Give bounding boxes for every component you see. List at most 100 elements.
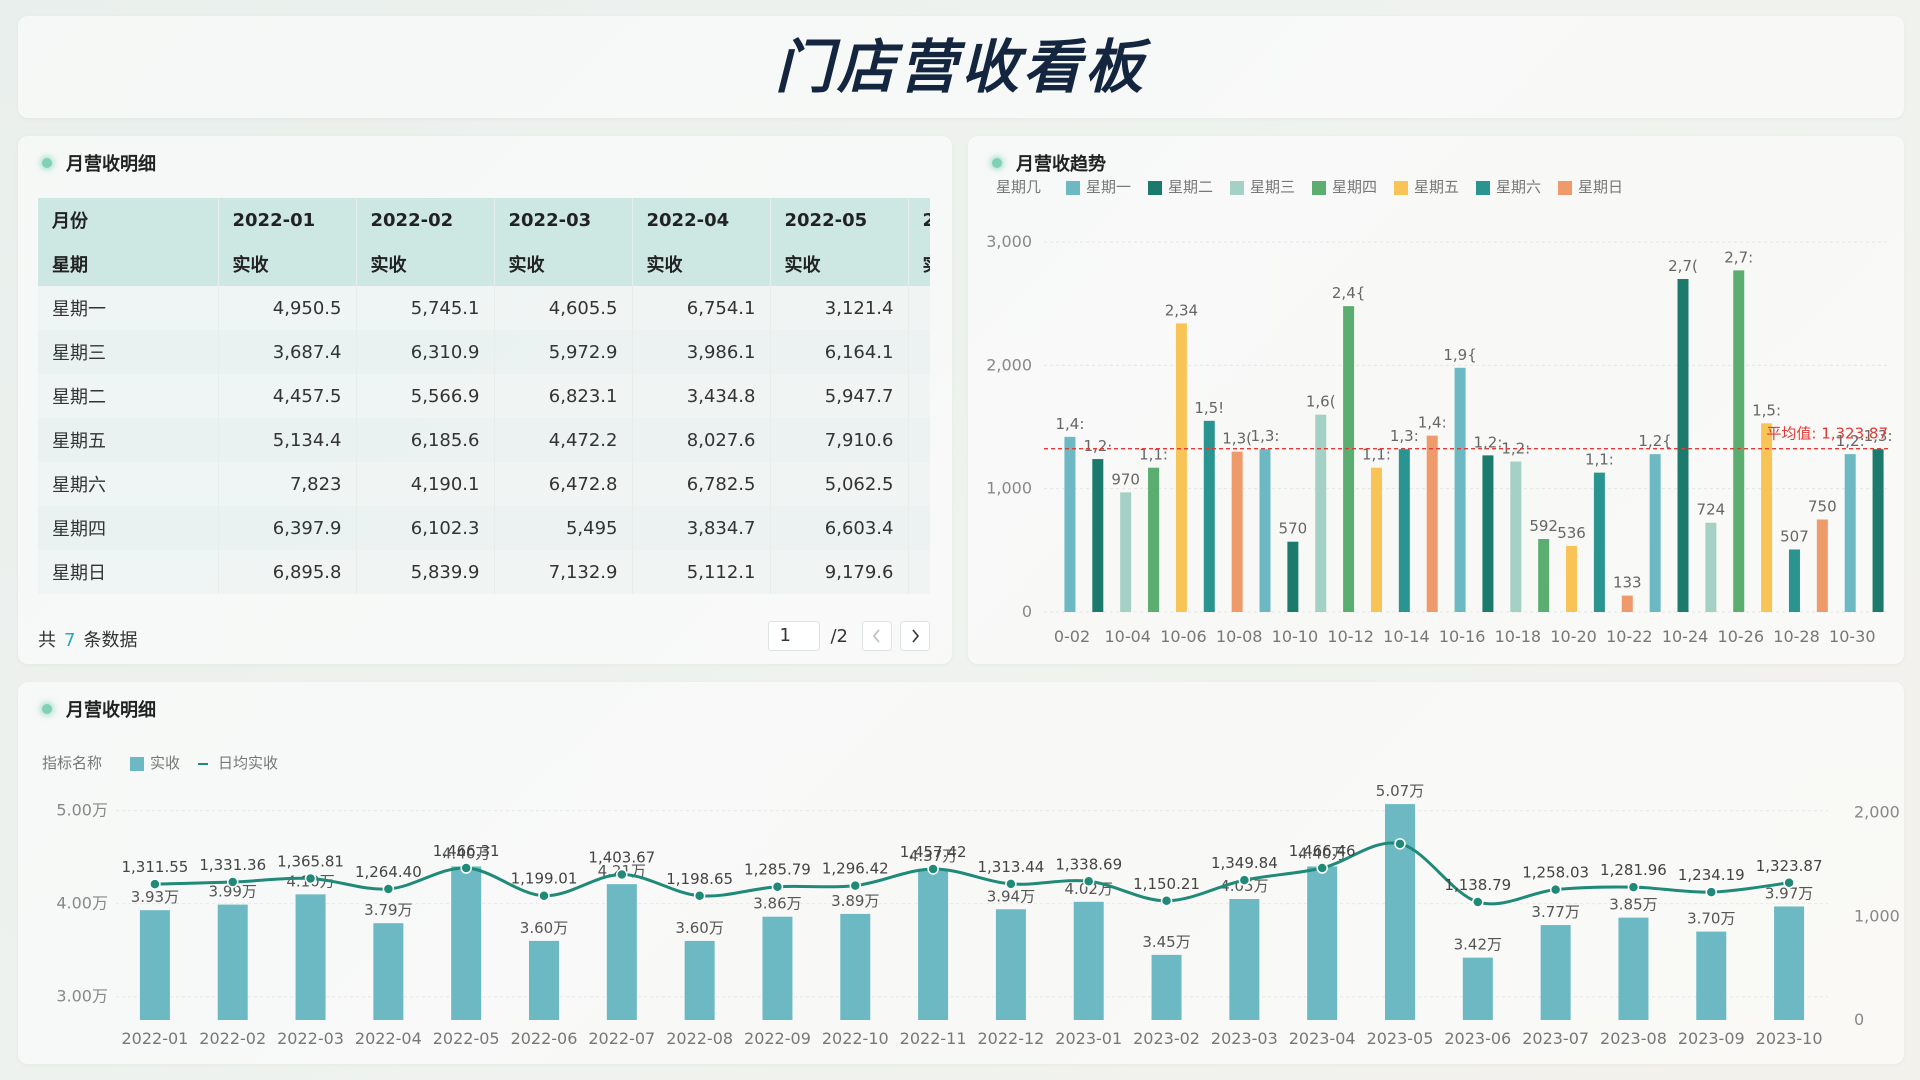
bar — [1844, 454, 1856, 612]
header-cell[interactable]: 实收 — [356, 242, 495, 286]
bar-value-label: 3.85万 — [1609, 896, 1657, 914]
prev-page-button[interactable] — [862, 621, 892, 651]
header-cell[interactable]: 实收 — [770, 242, 909, 286]
line-value-label: 1,323.87 — [1756, 857, 1823, 875]
line-point — [1627, 881, 1640, 893]
header-cell[interactable]: 2022-05 — [770, 198, 909, 242]
legend-label: 实收 — [150, 754, 180, 772]
table-cell: 星期六 — [38, 462, 219, 506]
header-cell[interactable]: 2022-02 — [356, 198, 495, 242]
chevron-left-icon — [872, 629, 880, 643]
line-point — [849, 879, 862, 892]
page-total: /2 — [830, 625, 848, 647]
bar — [451, 866, 482, 1020]
x-tick-label: 2023-08 — [1600, 1029, 1667, 1048]
header-cell[interactable]: 2022-04 — [632, 198, 771, 242]
table-scroll-area[interactable]: 月份 2022-01 2022-02 2022-03 2022-04 2022-… — [38, 198, 930, 594]
header-cell[interactable]: 星期 — [38, 242, 219, 286]
bar-value-label: 3.94万 — [987, 887, 1035, 905]
line-value-label: 1,457.42 — [900, 843, 967, 861]
title-dot-icon — [992, 158, 1002, 168]
header-cell[interactable]: 2 — [908, 198, 930, 242]
bar-value-label: 133 — [1613, 574, 1642, 592]
table-cell: 4,472.2 — [494, 418, 633, 462]
bar — [1385, 804, 1415, 1020]
x-tick-label: 10-06 — [1160, 627, 1207, 646]
table-panel-title: 月营收明细 — [42, 150, 156, 176]
header-cell[interactable]: 实收 — [632, 242, 771, 286]
record-count: 共 7 条数据 — [38, 626, 137, 652]
bar — [1872, 449, 1884, 612]
table-cell: 5,839.9 — [356, 550, 495, 594]
bar — [1148, 467, 1160, 612]
bar — [1593, 472, 1605, 612]
bar — [1696, 931, 1727, 1020]
page-number-input[interactable]: 1 — [768, 621, 821, 651]
legend-swatch-bar — [130, 757, 144, 771]
table-cell: 3,834.7 — [632, 506, 771, 550]
header-cell[interactable]: 实收 — [218, 242, 357, 286]
legend-swatch — [1230, 181, 1244, 195]
x-tick-label: 2023-02 — [1133, 1029, 1200, 1048]
table-cell: 星期四 — [38, 506, 219, 550]
line-value-label: 1,285.79 — [744, 861, 811, 879]
y-right-tick-label: 1,000 — [1854, 906, 1900, 925]
table-cell: 星期一 — [38, 286, 219, 330]
bar-value-label: 1,5! — [1194, 399, 1224, 417]
bar-value-label: 536 — [1557, 524, 1586, 542]
x-tick-label: 2022-04 — [355, 1029, 422, 1048]
table-cell: 6,603.4 — [770, 506, 909, 550]
bar — [1175, 323, 1187, 612]
line-point — [1238, 874, 1251, 886]
bar — [1510, 461, 1522, 612]
bar-value-label: 1,4: — [1418, 414, 1447, 432]
table-cell: 3,121.4 — [770, 286, 909, 330]
x-tick-label: 10-30 — [1829, 627, 1876, 646]
bar — [529, 940, 559, 1020]
table-row: 星期日 6,895.8 5,839.9 7,132.9 5,112.1 9,17… — [38, 550, 930, 594]
table-cell: 6,397.9 — [218, 506, 357, 550]
bar — [1426, 435, 1438, 612]
bar-value-label: 5.07万 — [1376, 782, 1424, 800]
x-tick-label: 10-20 — [1550, 627, 1597, 646]
x-tick-label: 10-10 — [1272, 627, 1319, 646]
x-tick-label: 10-08 — [1216, 627, 1263, 646]
legend-label: 星期三 — [1250, 178, 1295, 196]
bar-value-label: 3.45万 — [1142, 933, 1190, 951]
bar — [1259, 449, 1271, 612]
table-cell: 7,823 — [218, 462, 357, 506]
bar — [1482, 455, 1494, 612]
bar-value-label: 2,4{ — [1332, 284, 1365, 302]
header-cell[interactable]: 实 — [908, 242, 930, 286]
header-cell[interactable]: 2022-01 — [218, 198, 357, 242]
table-cell: 6,782.5 — [632, 462, 771, 506]
line-point — [771, 880, 784, 893]
x-tick-label: 2023-05 — [1367, 1029, 1434, 1048]
bar-value-label: 3.93万 — [131, 888, 179, 906]
x-tick-label: 2022-03 — [277, 1029, 344, 1048]
line-value-label: 1,198.65 — [666, 870, 733, 888]
bar-value-label: 970 — [1111, 470, 1140, 488]
table-cell: 5,112.1 — [632, 550, 771, 594]
table-cell: 6,823.1 — [494, 374, 633, 418]
bar-value-label: 750 — [1808, 498, 1837, 516]
header-cell[interactable]: 2022-03 — [494, 198, 633, 242]
line-value-label: 1,258.03 — [1522, 864, 1589, 882]
x-tick-label: 2023-07 — [1522, 1029, 1589, 1048]
table-row: 星期三 3,687.4 6,310.9 5,972.9 3,986.1 6,16… — [38, 330, 930, 374]
bar-value-label: 3.99万 — [209, 883, 257, 901]
legend-swatch — [1394, 181, 1408, 195]
table-cell: 3,434.8 — [632, 374, 771, 418]
line-value-label: 1,466.46 — [1289, 842, 1356, 860]
pagination: 1 /2 — [768, 621, 930, 651]
table-cell: 3,687.4 — [218, 330, 357, 374]
bar — [1073, 901, 1104, 1020]
monthly-detail-combo-panel: 月营收明细 指标名称 实收 日均实收 3.00万 4.00万 5.00万 0 1,000 2,0… — [18, 682, 1904, 1064]
bar — [1120, 492, 1132, 612]
chevron-right-icon — [912, 629, 920, 643]
next-page-button[interactable] — [900, 621, 930, 651]
x-tick-label: 2022-02 — [199, 1029, 266, 1048]
line-point — [1549, 883, 1562, 896]
header-cell[interactable]: 月份 — [38, 198, 219, 242]
header-cell[interactable]: 实收 — [494, 242, 633, 286]
